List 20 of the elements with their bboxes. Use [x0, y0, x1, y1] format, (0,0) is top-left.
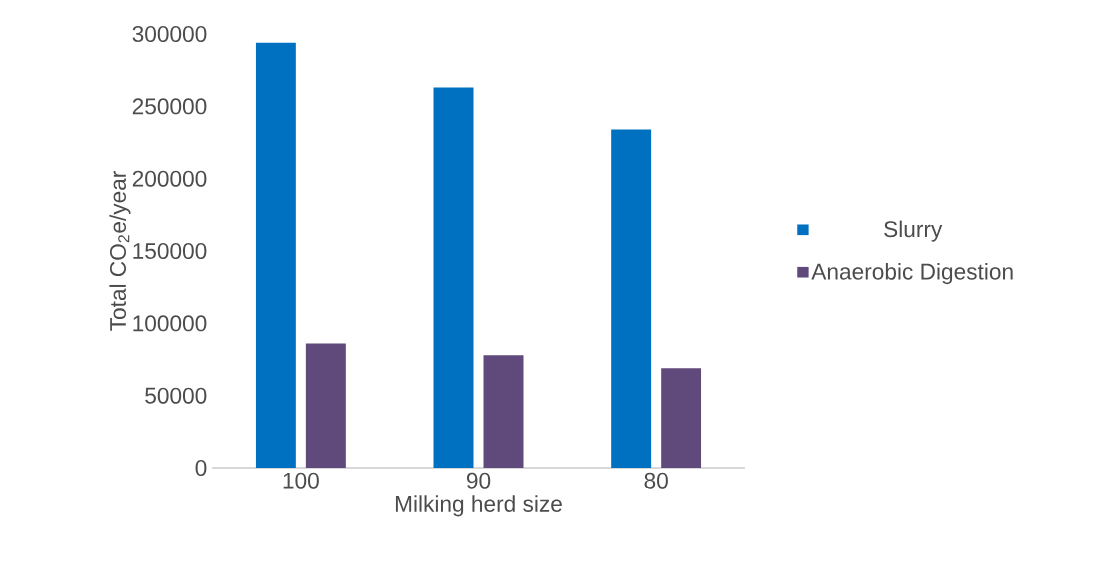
text: Slurry	[884, 220, 943, 242]
y-tick-label: 300000	[132, 25, 207, 43]
bar	[305, 343, 346, 468]
y-tick-label: 50000	[145, 387, 207, 404]
legend-label: Anaerobic Digestion	[811, 263, 1013, 285]
y-tick-label: 100000	[133, 315, 207, 332]
y-axis-title: Total CO$_{2}$e/year	[109, 171, 131, 331]
y-tick-label: 150000	[133, 242, 207, 260]
x-axis-title: Milking herd size	[395, 495, 562, 517]
y-tick-label: 0	[195, 459, 207, 477]
bar	[433, 87, 474, 468]
x-tick-label: 80	[644, 472, 668, 489]
x-tick-label: 100	[283, 472, 319, 489]
bar	[661, 368, 702, 468]
y-tick-label: 250000	[132, 98, 207, 115]
bar	[483, 355, 524, 468]
y-tick-label: 200000	[132, 170, 207, 187]
bar	[611, 129, 652, 468]
bar	[255, 42, 296, 468]
x-tick-label: 90	[466, 472, 491, 489]
